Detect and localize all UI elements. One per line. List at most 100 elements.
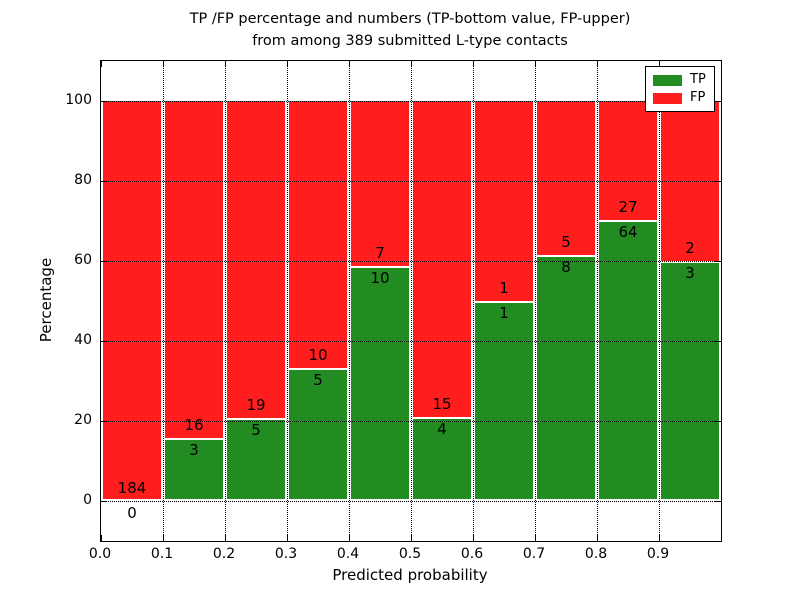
y-tick-mark bbox=[715, 101, 721, 102]
tp-count-label: 5 bbox=[313, 370, 323, 389]
bar-fp-segment bbox=[473, 101, 535, 301]
x-tick-mark bbox=[597, 61, 598, 67]
bar-tp-segment bbox=[659, 261, 721, 501]
x-tick-mark bbox=[163, 61, 164, 67]
bar-fp-segment bbox=[101, 101, 163, 501]
fp-count-label: 10 bbox=[308, 345, 328, 364]
fp-count-label: 2 bbox=[685, 239, 695, 257]
tp-count-label: 3 bbox=[189, 440, 199, 459]
bar-tp-segment bbox=[287, 367, 349, 501]
legend-swatch-fp-icon bbox=[653, 92, 682, 104]
x-tick-mark bbox=[101, 535, 102, 541]
gridline-horizontal bbox=[101, 421, 721, 422]
bar-fp-segment bbox=[287, 101, 349, 368]
tp-count-label: 64 bbox=[618, 222, 638, 241]
x-axis-label: Predicted probability bbox=[332, 566, 488, 584]
x-tick-mark bbox=[225, 535, 226, 541]
x-tick-label: 0.5 bbox=[398, 546, 422, 562]
x-tick-label: 0.7 bbox=[522, 546, 546, 562]
x-tick-label: 0.0 bbox=[88, 546, 112, 562]
fp-count-label: 5 bbox=[561, 232, 571, 251]
x-tick-mark bbox=[473, 61, 474, 67]
y-tick-mark bbox=[715, 501, 721, 502]
fp-count-label: 16 bbox=[184, 415, 204, 434]
y-tick-mark bbox=[101, 501, 107, 502]
fp-count-label: 27 bbox=[618, 197, 638, 216]
x-tick-mark bbox=[535, 535, 536, 541]
bar-tp-segment bbox=[535, 254, 597, 501]
y-tick-mark bbox=[715, 341, 721, 342]
tp-count-label: 10 bbox=[370, 268, 390, 287]
x-tick-label: 0.2 bbox=[212, 546, 236, 562]
legend: TP FP bbox=[645, 66, 715, 112]
gridline-horizontal bbox=[101, 341, 721, 342]
x-tick-mark bbox=[473, 535, 474, 541]
bar-tp-segment bbox=[411, 416, 473, 501]
bar-fp-segment bbox=[535, 101, 597, 255]
gridline-horizontal bbox=[101, 181, 721, 182]
fp-count-label: 184 bbox=[117, 479, 147, 497]
x-tick-mark bbox=[597, 535, 598, 541]
y-tick-mark bbox=[715, 181, 721, 182]
x-tick-mark bbox=[411, 535, 412, 541]
x-tick-mark bbox=[163, 535, 164, 541]
y-tick-mark bbox=[715, 261, 721, 262]
gridline-vertical bbox=[287, 61, 288, 541]
gridline-vertical bbox=[535, 61, 536, 541]
legend-entry-tp: TP bbox=[653, 73, 707, 87]
bar-fp-segment bbox=[597, 101, 659, 220]
bar-tp-segment bbox=[473, 301, 535, 501]
y-tick-label: 60 bbox=[74, 252, 92, 268]
x-tick-mark bbox=[225, 61, 226, 67]
y-tick-mark bbox=[715, 421, 721, 422]
tp-count-label: 3 bbox=[685, 264, 695, 282]
y-tick-label: 0 bbox=[83, 492, 92, 508]
gridline-horizontal bbox=[101, 101, 721, 102]
y-tick-mark bbox=[101, 341, 107, 342]
x-tick-mark bbox=[287, 61, 288, 67]
fp-count-label: 1 bbox=[499, 279, 509, 297]
chart-title-line2: from among 389 submitted L-type contacts bbox=[252, 33, 568, 49]
chart-title-line1: TP /FP percentage and numbers (TP-bottom… bbox=[189, 11, 631, 27]
bar-tp-segment bbox=[225, 417, 287, 501]
x-tick-label: 0.1 bbox=[150, 546, 174, 562]
bar-tp-segment bbox=[597, 219, 659, 501]
x-tick-mark bbox=[411, 61, 412, 67]
y-tick-mark bbox=[101, 101, 107, 102]
x-tick-label: 0.8 bbox=[584, 546, 608, 562]
legend-label-fp: FP bbox=[690, 90, 706, 105]
bar-fp-segment bbox=[163, 101, 225, 438]
gridline-horizontal bbox=[101, 261, 721, 262]
legend-entry-fp: FP bbox=[653, 91, 707, 105]
legend-label-tp: TP bbox=[690, 72, 706, 87]
y-tick-label: 40 bbox=[74, 332, 92, 348]
y-tick-mark bbox=[101, 261, 107, 262]
x-tick-mark bbox=[535, 61, 536, 67]
legend-swatch-tp-icon bbox=[653, 74, 682, 86]
gridline-vertical bbox=[163, 61, 164, 541]
gridline-vertical bbox=[597, 61, 598, 541]
x-tick-label: 0.3 bbox=[274, 546, 298, 562]
tp-count-label: 5 bbox=[251, 420, 261, 439]
y-tick-label: 20 bbox=[74, 412, 92, 428]
x-tick-mark bbox=[101, 61, 102, 67]
x-tick-mark bbox=[659, 535, 660, 541]
y-tick-mark bbox=[101, 181, 107, 182]
gridline-vertical bbox=[349, 61, 350, 541]
tp-count-label: 8 bbox=[561, 257, 571, 276]
bar-tp-segment bbox=[163, 437, 225, 501]
y-tick-label: 80 bbox=[74, 172, 92, 188]
x-tick-mark bbox=[349, 535, 350, 541]
bar-tp-segment bbox=[349, 265, 411, 501]
x-tick-label: 0.9 bbox=[646, 546, 670, 562]
tp-count-label: 4 bbox=[437, 419, 447, 438]
fp-count-label: 7 bbox=[375, 243, 385, 262]
gridline-vertical bbox=[411, 61, 412, 541]
gridline-vertical bbox=[225, 61, 226, 541]
gridline-vertical bbox=[473, 61, 474, 541]
y-tick-label: 100 bbox=[65, 92, 92, 108]
x-tick-mark bbox=[349, 61, 350, 67]
x-tick-mark bbox=[659, 61, 660, 67]
tp-count-label: 1 bbox=[499, 304, 509, 322]
